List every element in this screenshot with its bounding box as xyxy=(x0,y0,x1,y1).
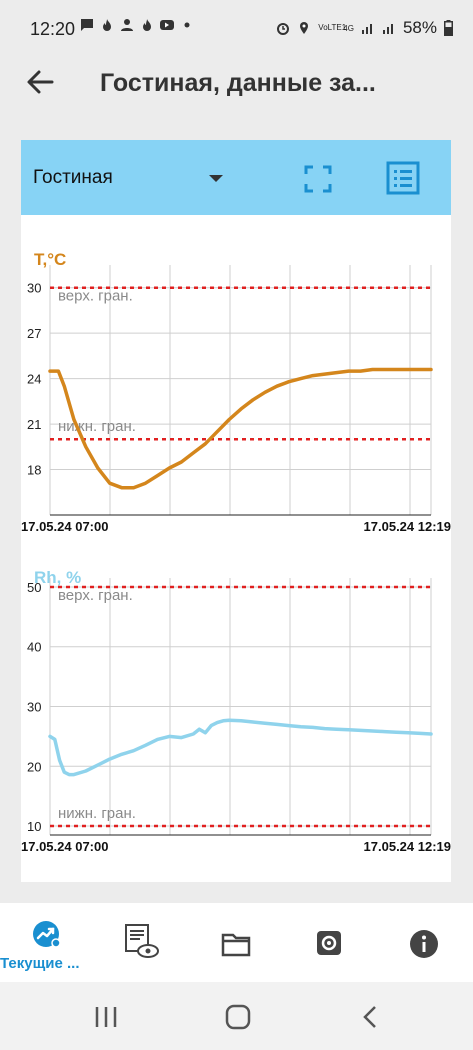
status-bar: 12:20 VoLTE1 4G 58% xyxy=(0,0,473,58)
dot-icon xyxy=(184,22,190,28)
location-icon xyxy=(300,22,309,34)
nav-label-current: Текущие ... xyxy=(0,955,80,972)
temperature-y-tick-label: 21 xyxy=(27,417,41,432)
home-icon[interactable] xyxy=(223,1002,253,1032)
gear-icon xyxy=(317,931,341,955)
signal-icon xyxy=(361,24,372,34)
notification-icons xyxy=(80,18,194,32)
nav-item-settings[interactable] xyxy=(289,903,369,982)
nav-item-files[interactable] xyxy=(196,903,276,982)
volte-label: VoLTE1 xyxy=(318,23,347,32)
room-dropdown[interactable]: Гостиная xyxy=(33,164,233,194)
temperature-x-end-label: 17.05.24 12:19 xyxy=(364,519,451,534)
person-icon xyxy=(121,19,133,31)
humidity-lower-limit-label: нижн. гран. xyxy=(58,805,136,822)
humidity-y-tick-label: 10 xyxy=(27,819,41,834)
chevron-down-icon xyxy=(209,175,223,182)
humidity-series-line xyxy=(48,718,433,777)
humidity-y-tick-label: 20 xyxy=(27,759,41,774)
humidity-x-end-label: 17.05.24 12:19 xyxy=(364,839,451,854)
temperature-y-tick-label: 24 xyxy=(27,372,41,387)
message-icon xyxy=(81,19,93,31)
page-title: Гостиная, данные за... xyxy=(100,69,376,97)
nav-item-view[interactable] xyxy=(110,903,190,982)
bottom-nav: Текущие ... xyxy=(0,903,473,982)
room-dropdown-value: Гостиная xyxy=(33,167,113,188)
network-type-label: 4G xyxy=(343,23,354,33)
back-icon[interactable] xyxy=(356,1002,386,1032)
battery-icon xyxy=(444,20,453,36)
temperature-x-start-label: 17.05.24 07:00 xyxy=(21,519,108,534)
temperature-y-tick-label: 27 xyxy=(27,326,41,341)
humidity-upper-limit-label: верх. гран. xyxy=(58,587,133,604)
info-icon xyxy=(410,930,438,958)
nav-item-current[interactable]: Текущие ... xyxy=(0,903,80,982)
temperature-chart-title: T,°C xyxy=(34,250,66,269)
trend-chart-icon xyxy=(33,921,61,948)
humidity-x-start-label: 17.05.24 07:00 xyxy=(21,839,108,854)
humidity-chart-title: Rh, % xyxy=(34,568,81,587)
chart-card: Гостиная T,°C 18 21 24 27 30 верх. гран. нижн. … xyxy=(21,140,451,882)
battery-level: 58% xyxy=(402,18,437,37)
recent-apps-icon[interactable] xyxy=(91,1002,121,1032)
flame-icon xyxy=(103,19,111,31)
fullscreen-icon[interactable] xyxy=(303,164,333,194)
temperature-y-tick-label: 30 xyxy=(27,281,41,296)
status-time: 12:20 xyxy=(30,19,76,39)
list-view-icon[interactable] xyxy=(385,160,421,196)
temperature-upper-limit-label: верх. гран. xyxy=(58,288,133,305)
flame-icon-2 xyxy=(143,19,151,31)
folder-icon xyxy=(221,933,251,957)
temperature-lower-limit-label: нижн. гран. xyxy=(58,418,136,435)
humidity-y-tick-label: 30 xyxy=(27,700,41,715)
temperature-series-line xyxy=(48,367,433,490)
alarm-icon xyxy=(277,23,290,35)
youtube-icon xyxy=(160,20,174,30)
humidity-y-tick-label: 40 xyxy=(27,640,41,655)
system-nav-bar xyxy=(0,982,473,1050)
temperature-y-tick-label: 18 xyxy=(27,463,41,478)
eye-document-icon xyxy=(125,924,159,958)
charts-area: T,°C 18 21 24 27 30 верх. гран. нижн. гран. 17.0… xyxy=(21,250,451,854)
nav-item-info[interactable] xyxy=(384,903,464,982)
signal-icon-2 xyxy=(382,24,393,34)
card-header: Гостиная xyxy=(21,140,451,215)
back-arrow-icon[interactable] xyxy=(22,64,58,100)
app-bar: Гостиная, данные за... xyxy=(0,58,473,108)
status-right: VoLTE1 4G 58% xyxy=(276,18,453,38)
humidity-y-tick-label: 50 xyxy=(27,580,41,595)
